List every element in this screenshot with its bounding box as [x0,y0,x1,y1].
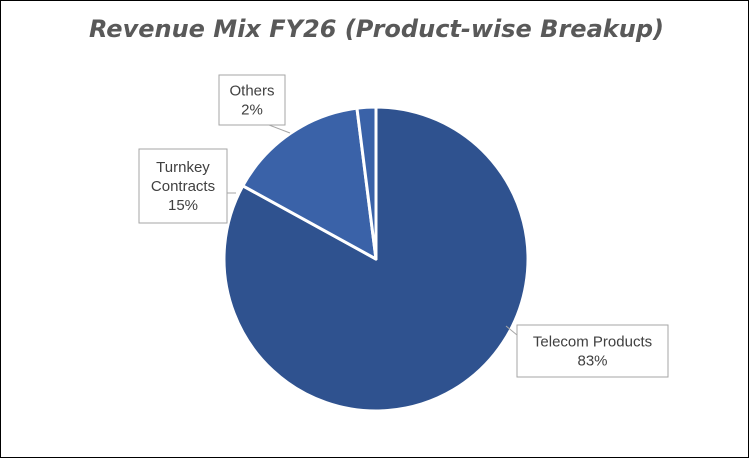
pie-slice-others [355,105,378,261]
label-box-telecom-products [516,324,669,378]
data-label-turnkey-contracts: Turnkey Contracts 15% [138,148,236,224]
leader-line-telecom-products [505,325,518,336]
label-percent-turnkey-contracts: 15% [168,197,198,214]
chart-title: Revenue Mix FY26 (Product-wise Breakup) [89,15,664,43]
label-name-turnkey-contracts: Contracts [151,178,215,195]
label-name-others: Others [229,83,274,100]
label-percent-others: 2% [241,102,263,119]
leader-line-others [268,124,291,134]
label-percent-telecom-products: 83% [577,353,607,370]
data-label-telecom-products: Telecom Products 83% [505,324,669,378]
label-box-turnkey-contracts [138,148,228,224]
data-label-others: Others 2% [218,74,291,134]
label-box-others [218,74,286,126]
label-name-turnkey-contracts: Turnkey [156,159,210,176]
pie-slice-turnkey-contracts [241,106,378,261]
label-name-telecom-products: Telecom Products [533,334,652,351]
